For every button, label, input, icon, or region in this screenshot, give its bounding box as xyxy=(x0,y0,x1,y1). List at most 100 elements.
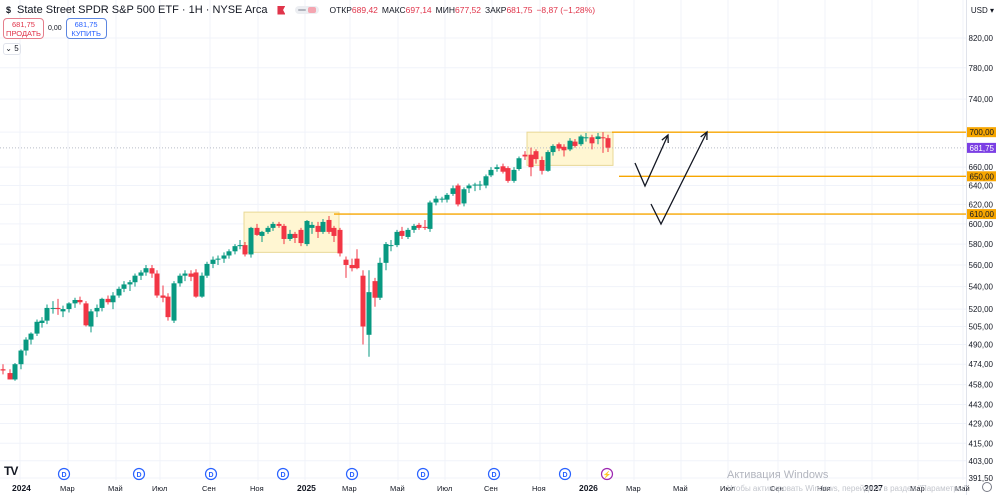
price-axis-label: 620,00 xyxy=(969,200,994,209)
ohlc-values: ОТКР689,42 МАКС697,14 МИН677,52 ЗАКР681,… xyxy=(329,5,595,15)
candle-down xyxy=(354,258,360,269)
candle-up xyxy=(132,275,138,283)
candle-up xyxy=(265,227,271,232)
minus-icon xyxy=(298,9,307,11)
candle-down xyxy=(7,373,13,380)
candle-down xyxy=(539,160,545,171)
price-axis-label: 580,00 xyxy=(969,240,994,249)
candle-up xyxy=(388,245,394,247)
price-axis-label: 443,00 xyxy=(969,400,994,409)
candle-up xyxy=(477,184,483,186)
candle-up xyxy=(394,231,400,246)
axis-settings-icon[interactable] xyxy=(982,482,992,492)
candle-up xyxy=(578,136,584,145)
event-marker-label: D xyxy=(136,472,141,479)
dividend-event-icon[interactable] xyxy=(345,467,359,481)
candle-down xyxy=(422,226,428,228)
candle-up xyxy=(383,244,389,263)
drawn-path[interactable] xyxy=(650,131,708,226)
level-price-badge xyxy=(967,127,996,138)
candle-up xyxy=(23,339,29,351)
bars-icon xyxy=(308,7,317,13)
last-price-label: 681,75 xyxy=(970,144,995,153)
candle-up xyxy=(511,169,517,181)
price-axis-label: 640,00 xyxy=(969,181,994,190)
dividend-event-icon[interactable] xyxy=(204,467,218,481)
candle-up xyxy=(583,137,589,139)
candle-up xyxy=(44,307,50,321)
windows-activation-title: Активация Windows xyxy=(727,469,829,481)
candle-down xyxy=(281,225,287,239)
candle-up xyxy=(248,227,254,255)
time-axis-label: 2025 xyxy=(297,483,316,493)
flag-icon[interactable] xyxy=(277,5,286,15)
candle-up xyxy=(516,158,522,169)
time-axis-label: Ноя xyxy=(817,484,831,493)
price-axis-label: 429,00 xyxy=(969,420,994,429)
candle-up xyxy=(121,284,127,289)
candle-down xyxy=(528,154,534,168)
level-price-label: 700,00 xyxy=(970,128,995,137)
candle-down xyxy=(337,229,343,254)
time-axis-label: Мар xyxy=(910,484,925,493)
candle-down xyxy=(399,230,405,236)
time-axis-label: Июл xyxy=(152,484,167,493)
candle-up xyxy=(545,152,551,171)
price-axis-label: 415,00 xyxy=(969,439,994,448)
time-axis-label: Мар xyxy=(626,484,641,493)
candle-up xyxy=(270,223,276,228)
candle-up xyxy=(304,220,310,245)
sell-button[interactable]: 681,75 ПРОДАТЬ xyxy=(3,18,44,39)
candle-down xyxy=(556,144,562,149)
dividend-event-icon[interactable] xyxy=(416,467,430,481)
price-axis-label: 403,00 xyxy=(969,457,994,466)
candle-up xyxy=(66,303,72,310)
dividend-event-icon[interactable] xyxy=(487,467,501,481)
candle-up xyxy=(232,246,238,252)
chart-type-toggle[interactable] xyxy=(295,6,320,14)
time-axis-label: Сен xyxy=(202,484,216,493)
price-axis-label: 490,00 xyxy=(969,340,994,349)
price-axis-label: 740,00 xyxy=(969,95,994,104)
time-axis-label: Май xyxy=(955,484,970,493)
symbol-title[interactable]: State Street SPDR S&P 500 ETF · 1H · NYS… xyxy=(17,4,268,16)
candle-up xyxy=(143,268,149,273)
time-axis-label: Июл xyxy=(437,484,452,493)
indicators-collapse-button[interactable]: ⌄ 5 xyxy=(3,43,21,55)
trade-panel: 681,75 ПРОДАТЬ 0,00 681,75 КУПИТЬ xyxy=(3,18,107,39)
candle-down xyxy=(83,303,89,326)
time-axis-label: Май xyxy=(108,484,123,493)
dividend-event-icon[interactable] xyxy=(276,467,290,481)
change-value: −8,87 (−1,28%) xyxy=(536,5,596,15)
chevron-down-icon: ⌄ xyxy=(5,44,12,53)
candle-up xyxy=(439,198,445,200)
candle-up xyxy=(488,169,494,176)
candle-up xyxy=(12,364,18,380)
open-value: 689,42 xyxy=(351,5,378,15)
price-axis-label: 391,50 xyxy=(969,474,994,483)
candle-down xyxy=(154,273,160,296)
dividend-event-icon[interactable] xyxy=(57,467,71,481)
candle-up xyxy=(411,225,417,230)
drawn-path[interactable] xyxy=(634,134,669,188)
candle-down xyxy=(193,272,199,297)
buy-label: КУПИТЬ xyxy=(71,29,101,38)
split-event-icon[interactable] xyxy=(600,467,614,481)
time-axis-label: 2026 xyxy=(579,483,598,493)
currency-selector[interactable]: USD ▾ xyxy=(970,6,994,15)
tradingview-logo-icon[interactable]: TV xyxy=(4,464,18,478)
price-axis-label: 780,00 xyxy=(969,64,994,73)
candle-down xyxy=(522,154,528,157)
last-price-badge xyxy=(967,142,996,153)
candle-down xyxy=(188,273,194,277)
price-axis-label: 820,00 xyxy=(969,34,994,43)
candle-up xyxy=(28,333,34,340)
candle-up xyxy=(221,255,227,259)
candle-up xyxy=(433,198,439,203)
candle-up xyxy=(226,251,232,256)
dividend-event-icon[interactable] xyxy=(558,467,572,481)
buy-button[interactable]: 681,75 КУПИТЬ xyxy=(65,18,107,39)
dividend-event-icon[interactable] xyxy=(132,467,146,481)
